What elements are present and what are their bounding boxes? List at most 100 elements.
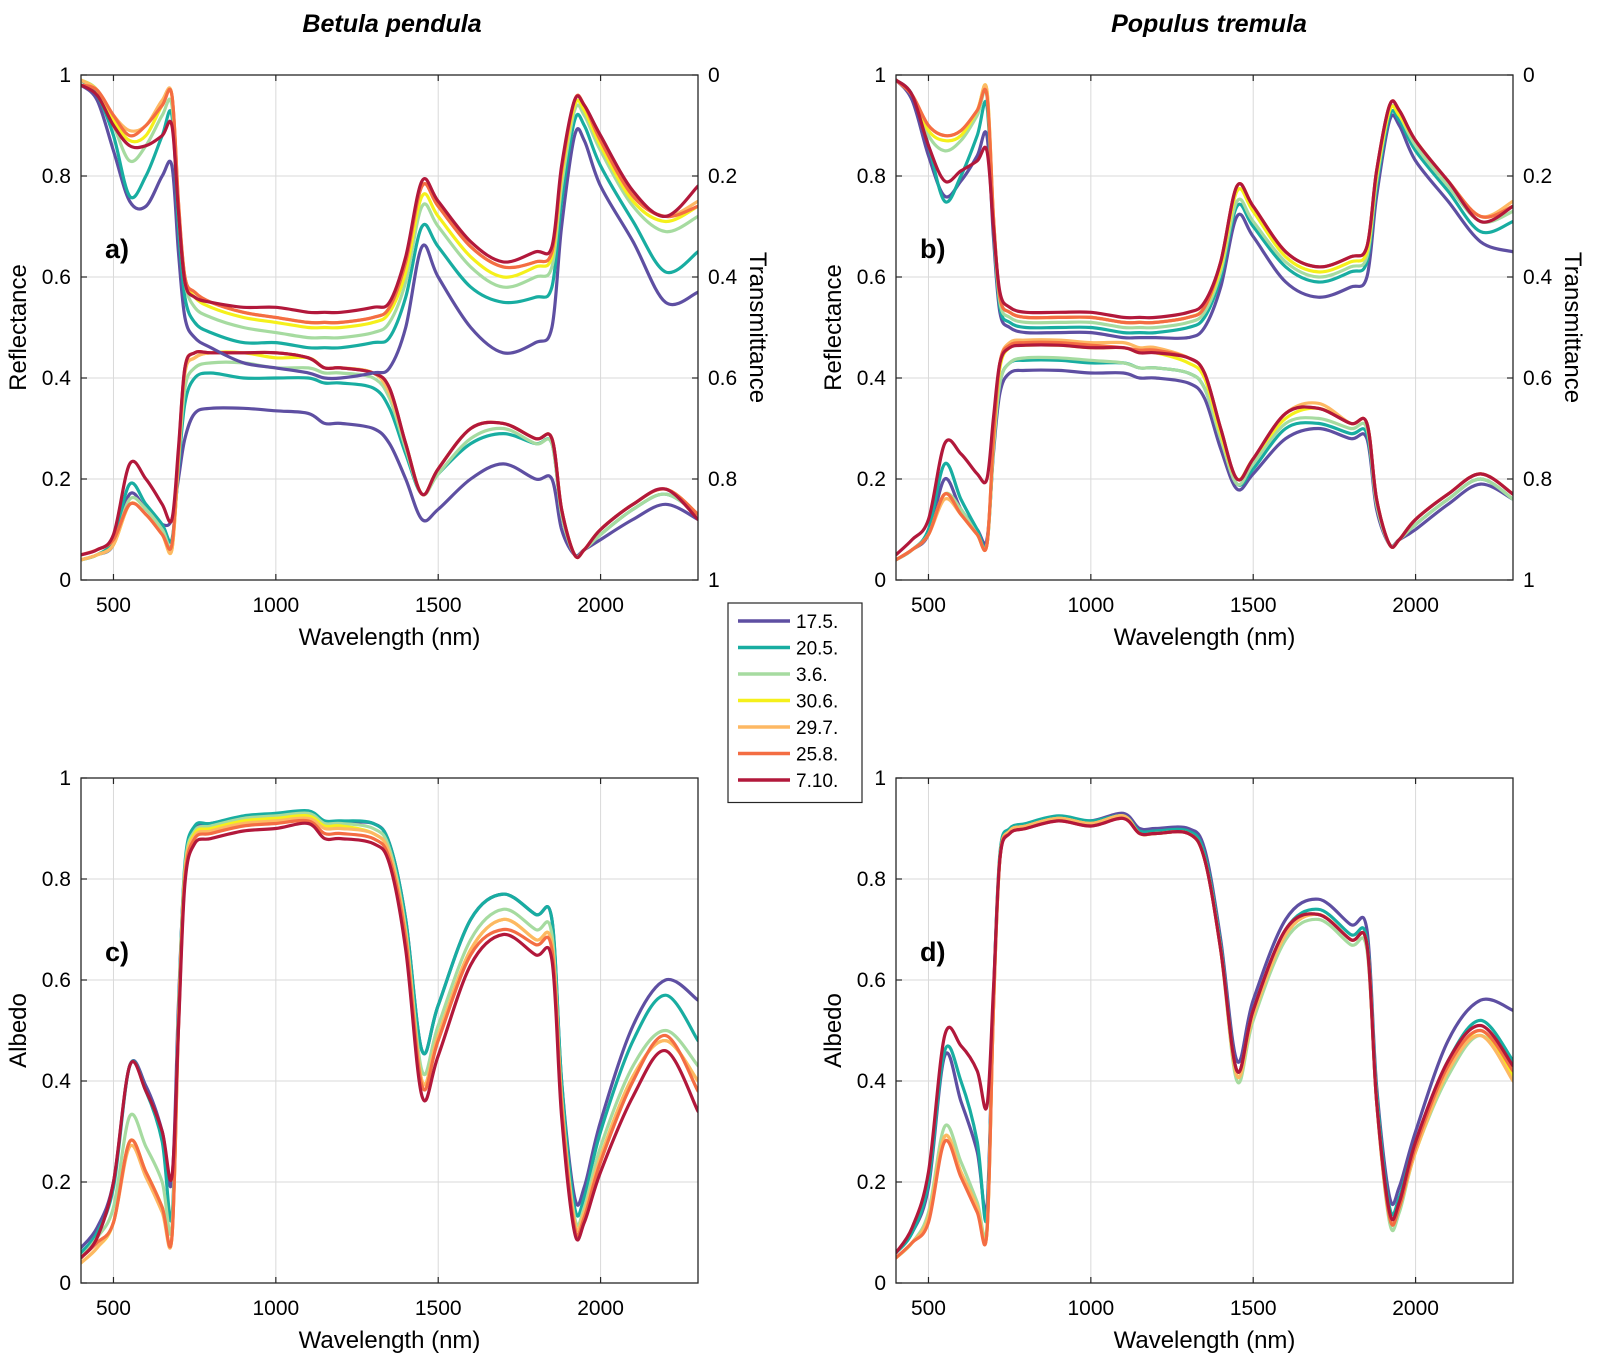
y2-tick-label: 0.4 — [1523, 266, 1553, 289]
legend-box — [727, 602, 863, 804]
y2-tick-label: 0 — [1523, 64, 1535, 87]
x-tick-label: 1500 — [1230, 594, 1277, 617]
y2-tick-label: 0.6 — [708, 367, 737, 390]
series-line-transmittance-7-10 — [81, 83, 698, 315]
legend-label: 7.10. — [796, 771, 838, 792]
y-tick-label: 0.2 — [857, 468, 886, 491]
y-tick-label: 1 — [59, 64, 71, 87]
series-line-transmittance-17-5 — [81, 83, 698, 381]
x-tick-label: 500 — [96, 1297, 131, 1320]
plot-frame — [80, 777, 699, 1284]
y2-tick-label: 1 — [708, 569, 720, 592]
x-tick-label: 2000 — [577, 594, 624, 617]
plot-frame — [80, 74, 699, 581]
legend: 17.5. 20.5. 3.6. 30.6. 29.7. 25.8. 7.10. — [727, 602, 863, 804]
chart-panel-b: 500 1000 1500 2000 0 0.2 0.4 0.6 0.8 1 0 0.2 0.4 0.6 0… — [820, 64, 1586, 651]
y-tick-label: 0.6 — [42, 969, 71, 992]
x-tick-label: 1000 — [1067, 1297, 1114, 1320]
series-line-transmittance-20-5 — [81, 78, 698, 350]
y-tick-label: 0 — [59, 1272, 71, 1295]
y-tick-label: 0.8 — [857, 165, 886, 188]
y2-tick-label: 1 — [1523, 569, 1535, 592]
plot-frame — [895, 777, 1514, 1284]
y2-tick-label: 0.8 — [708, 468, 737, 491]
series-line-reflectance-7-10 — [81, 350, 698, 560]
y2-tick-label: 0 — [708, 64, 720, 87]
x-tick-label: 1500 — [415, 594, 462, 617]
series-group — [81, 78, 698, 562]
title-right: Populus tremula — [1111, 10, 1307, 38]
x-tick-label: 1000 — [252, 594, 299, 617]
x-axis-label: Wavelength (nm) — [299, 1327, 481, 1354]
y-tick-label: 0.6 — [42, 266, 71, 289]
chart-panel-a: 500 1000 1500 2000 0 0.2 0.4 0.6 0.8 1 0 0.2 0.4 0.6 0… — [5, 64, 771, 651]
x-tick-label: 500 — [911, 594, 946, 617]
y-tick-label: 0.4 — [42, 1070, 72, 1093]
y-tick-label: 1 — [874, 64, 886, 87]
series-line-25-8 — [896, 816, 1513, 1260]
y2-tick-label: 0.2 — [1523, 165, 1552, 188]
y2-tick-label: 0.8 — [1523, 468, 1552, 491]
y2-axis-label: Transmittance — [1559, 252, 1586, 403]
y-tick-label: 0.4 — [42, 367, 72, 390]
legend-label: 17.5. — [796, 612, 838, 633]
x-tick-label: 1500 — [1230, 1297, 1277, 1320]
series-group — [896, 811, 1513, 1260]
y-tick-label: 0.2 — [42, 1171, 71, 1194]
series-line-7-10 — [81, 821, 698, 1260]
x-tick-label: 2000 — [577, 1297, 624, 1320]
series-line-25-8 — [81, 818, 698, 1260]
y-tick-label: 0 — [874, 569, 886, 592]
series-line-transmittance-25-8 — [81, 83, 698, 325]
legend-label: 30.6. — [796, 692, 838, 713]
y-tick-label: 0.2 — [42, 468, 71, 491]
series-group — [81, 808, 698, 1265]
x-tick-label: 1000 — [1067, 594, 1114, 617]
chart-panel-c: 500 1000 1500 2000 0 0.2 0.4 0.6 0.8 1 Wavelength … — [5, 767, 699, 1354]
plot-frame — [895, 74, 1514, 581]
x-tick-label: 2000 — [1392, 594, 1439, 617]
y-tick-label: 0.6 — [857, 969, 886, 992]
y-axis-label: Reflectance — [820, 264, 847, 391]
legend-label: 29.7. — [796, 718, 838, 739]
series-line-transmittance-7-10 — [896, 78, 1513, 320]
y-tick-label: 1 — [59, 767, 71, 790]
y2-tick-label: 0.2 — [708, 165, 737, 188]
y-tick-label: 0 — [874, 1272, 886, 1295]
x-axis-label: Wavelength (nm) — [1114, 1327, 1296, 1354]
y-tick-label: 0 — [59, 569, 71, 592]
title-left: Betula pendula — [302, 10, 481, 38]
series-line-reflectance-7-10 — [896, 343, 1513, 557]
panel-label: a) — [105, 234, 129, 264]
panel-label: c) — [105, 937, 129, 967]
panel-label: b) — [920, 234, 945, 264]
x-tick-label: 1000 — [252, 1297, 299, 1320]
y-tick-label: 0.8 — [42, 165, 71, 188]
y-tick-label: 0.4 — [857, 367, 887, 390]
legend-label: 3.6. — [796, 665, 828, 686]
y-tick-label: 0.2 — [857, 1171, 886, 1194]
chart-panel-d: 500 1000 1500 2000 0 0.2 0.4 0.6 0.8 1 Wavelength … — [820, 767, 1514, 1354]
y-tick-label: 1 — [874, 767, 886, 790]
series-line-transmittance-25-8 — [896, 78, 1513, 325]
series-line-7-10 — [896, 816, 1513, 1255]
x-axis-label: Wavelength (nm) — [1114, 624, 1296, 651]
y-axis-label: Albedo — [5, 993, 32, 1068]
x-tick-label: 2000 — [1392, 1297, 1439, 1320]
y-axis-label: Albedo — [820, 993, 847, 1068]
x-axis-label: Wavelength (nm) — [299, 624, 481, 651]
x-tick-label: 1500 — [415, 1297, 462, 1320]
x-tick-label: 500 — [96, 594, 131, 617]
x-tick-label: 500 — [911, 1297, 946, 1320]
y-axis-label: Reflectance — [5, 264, 32, 391]
panel-label: d) — [920, 937, 945, 967]
y2-tick-label: 0.4 — [708, 266, 738, 289]
legend-label: 25.8. — [796, 745, 838, 766]
legend-label: 20.5. — [796, 639, 838, 660]
series-group — [896, 78, 1513, 562]
y2-axis-label: Transmittance — [744, 252, 771, 403]
y-tick-label: 0.8 — [857, 868, 886, 891]
y-tick-label: 0.4 — [857, 1070, 887, 1093]
